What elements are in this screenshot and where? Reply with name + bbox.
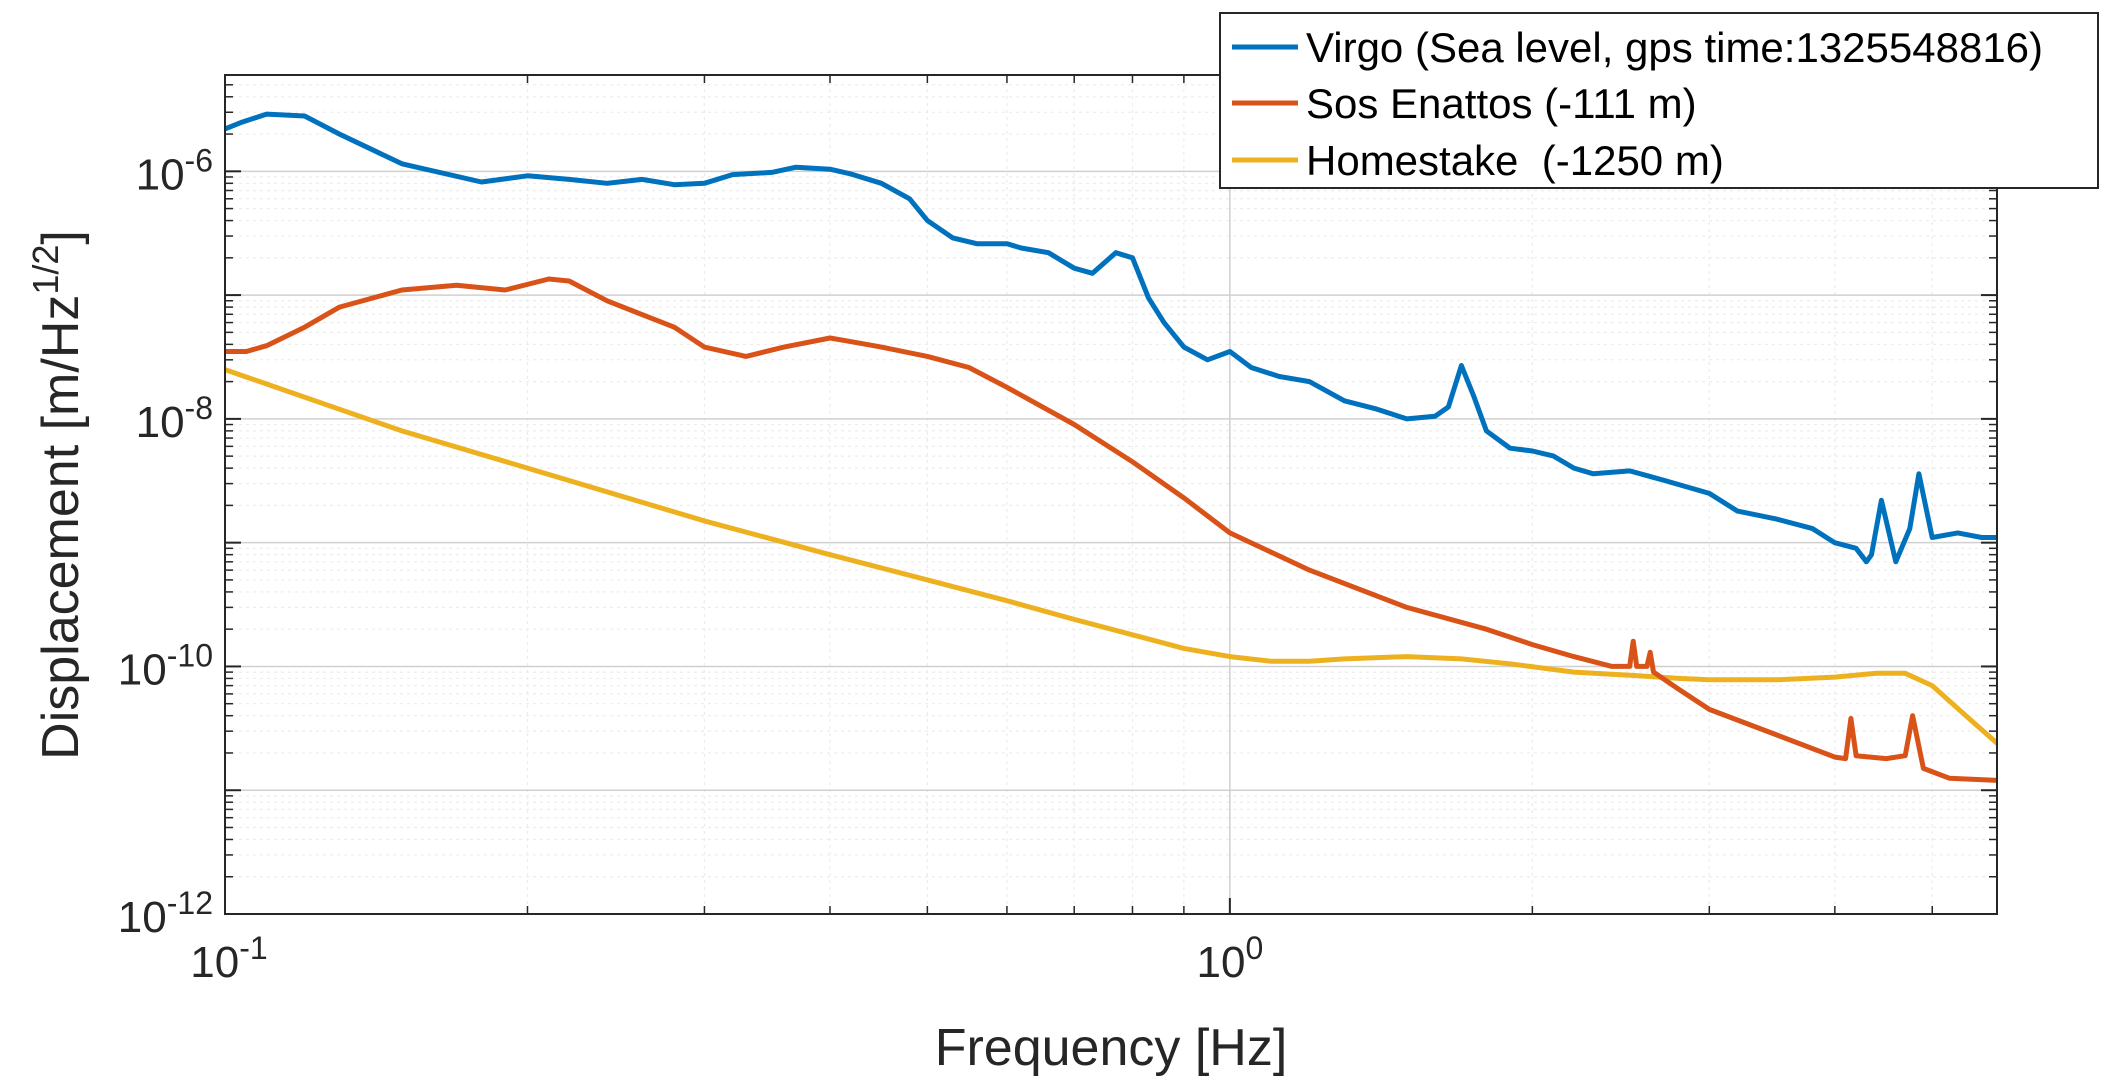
y-tick-exponent: -10 (167, 637, 213, 673)
y-tick-base: 10 (118, 645, 167, 694)
legend-box (1219, 12, 2099, 189)
y-axis-label-close: ] (32, 230, 90, 244)
legend-label-sos-enattos: Sos Enattos (-111 m) (1306, 80, 1697, 127)
x-tick-base: 10 (1196, 938, 1245, 987)
y-axis-label: Displacement [m/Hz1/2] (25, 230, 91, 760)
series-line-homestake (225, 367, 1997, 746)
x-tick-label: 10-1 (190, 930, 267, 987)
series-line-virgo (225, 111, 1997, 565)
x-tick-exponent: 0 (1245, 930, 1263, 966)
y-tick-label: 10-8 (136, 390, 213, 447)
tick-marks (224, 74, 1997, 915)
y-tick-label: 10-6 (136, 142, 213, 199)
y-tick-exponent: -8 (185, 390, 213, 426)
series-line-sos (225, 276, 1997, 783)
y-axis-label-main: Displacement [m/Hz (32, 295, 90, 760)
y-tick-label: 10-10 (118, 637, 213, 694)
legend-label-virgo: Virgo (Sea level, gps time:1325548816) (1306, 24, 2043, 71)
y-tick-exponent: -12 (167, 885, 213, 921)
x-axis-label: Frequency [Hz] (935, 1019, 1288, 1077)
y-tick-label: 10-12 (118, 885, 213, 942)
legend: Virgo (Sea level, gps time:1325548816) S… (1219, 12, 2099, 189)
axes-background (225, 75, 1997, 914)
y-tick-base: 10 (136, 398, 185, 447)
y-tick-base: 10 (118, 893, 167, 942)
x-tick-label: 100 (1196, 930, 1263, 987)
x-tick-base: 10 (190, 938, 239, 987)
legend-label-homestake: Homestake (-1250 m) (1306, 137, 1724, 184)
axes-box (224, 74, 1998, 915)
y-tick-base: 10 (136, 150, 185, 199)
y-axis-label-sup: 1/2 (25, 245, 66, 295)
y-tick-exponent: -6 (185, 142, 213, 178)
series-layer (225, 111, 1997, 783)
x-tick-exponent: -1 (239, 930, 267, 966)
